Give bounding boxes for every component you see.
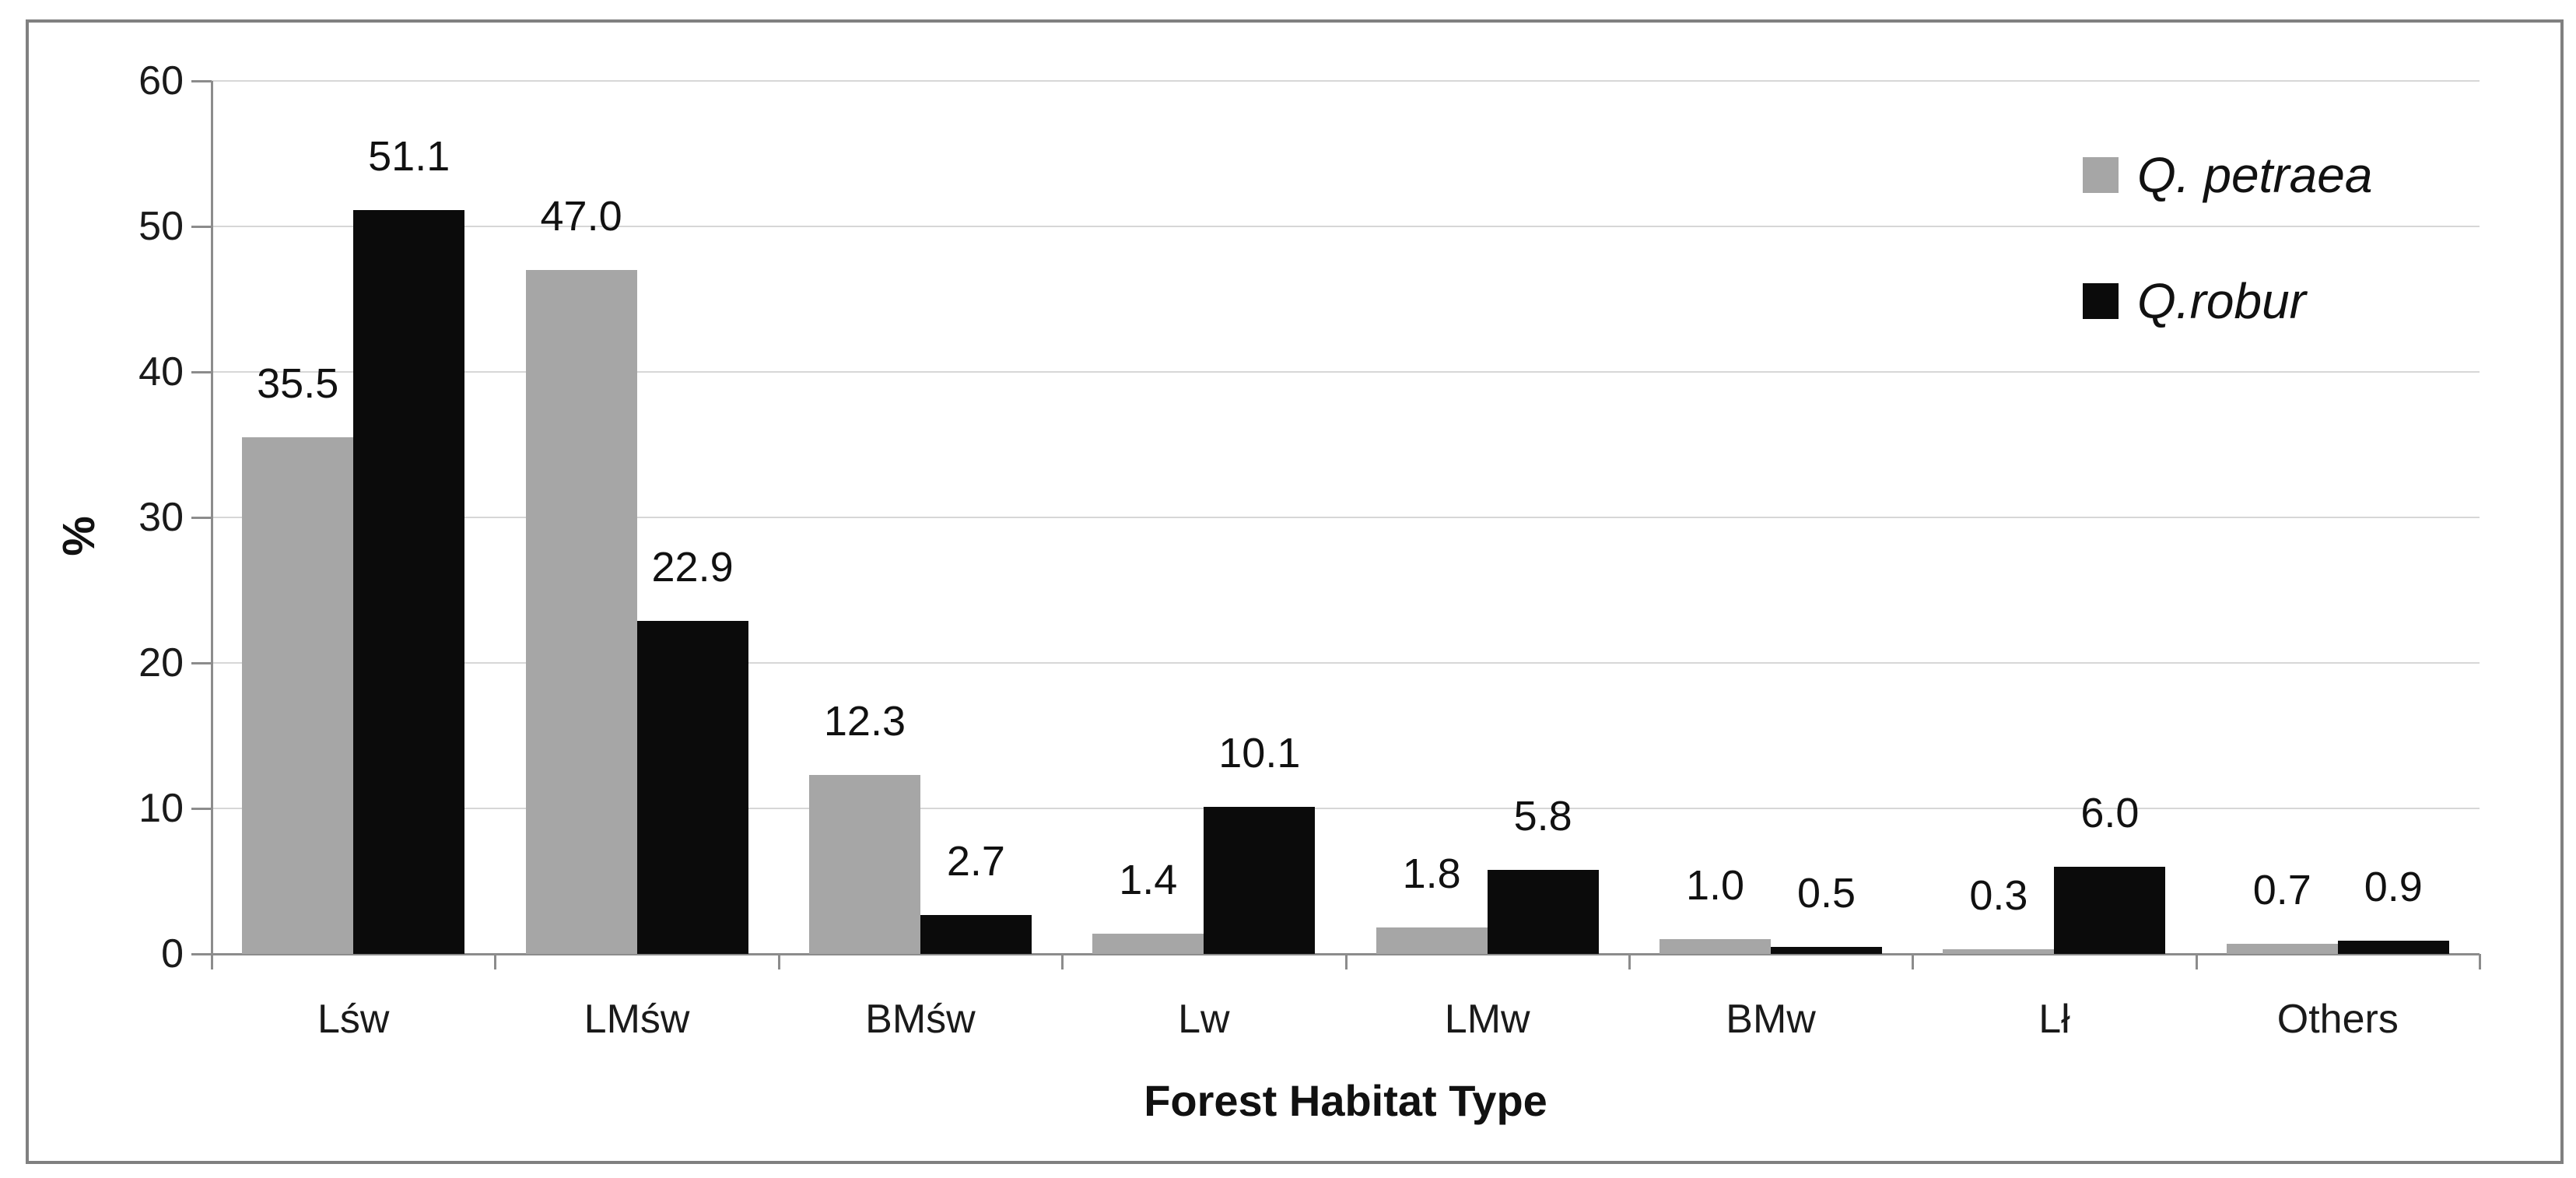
x-axis-tick-2 — [777, 954, 780, 969]
x-axis-tick-3 — [1061, 954, 1064, 969]
gridline-40 — [212, 371, 2480, 373]
bar-value-label-1-0: 47.0 — [540, 193, 622, 240]
x-category-label-7: Others — [2276, 997, 2399, 1042]
x-category-label-4: LMw — [1444, 997, 1530, 1042]
x-axis-tick-1 — [494, 954, 497, 969]
bar-value-label-0-0: 35.5 — [257, 360, 339, 408]
legend-row-robur: Q.robur — [2083, 273, 2372, 329]
y-axis-tick-60 — [191, 80, 212, 82]
bar-value-label-0-1: 51.1 — [368, 133, 450, 181]
y-axis-tick-label-20: 20 — [138, 640, 184, 685]
bar-qrobur-1 — [636, 620, 748, 954]
legend: Q. petraea Q.robur — [2083, 147, 2373, 403]
bar-value-label-5-1: 0.5 — [1797, 869, 1856, 917]
bar-qrobur-5 — [1771, 946, 1883, 954]
bar-qrobur-4 — [1487, 869, 1599, 954]
x-category-label-1: LMśw — [584, 997, 690, 1042]
x-axis-tick-7 — [2195, 954, 2198, 969]
bar-qpetraea-6 — [1943, 949, 2055, 954]
legend-swatch-petraea — [2083, 157, 2119, 193]
bar-value-label-4-1: 5.8 — [1513, 792, 1572, 840]
bar-qpetraea-1 — [525, 270, 637, 954]
bar-value-label-3-1: 10.1 — [1218, 730, 1301, 777]
bar-value-label-7-1: 0.9 — [2364, 864, 2423, 911]
bar-value-label-7-0: 0.7 — [2252, 866, 2311, 913]
gridline-50 — [212, 226, 2480, 227]
y-axis-tick-20 — [191, 662, 212, 664]
bar-value-label-1-1: 22.9 — [651, 543, 734, 591]
bar-qpetraea-2 — [808, 774, 920, 954]
chart-frame: % Forest Habitat Type Q. petraea Q.robur… — [26, 19, 2564, 1164]
gridline-10 — [212, 808, 2480, 809]
bar-qpetraea-3 — [1092, 933, 1204, 954]
x-axis-tick-6 — [1912, 954, 1915, 969]
x-category-label-2: BMśw — [865, 997, 976, 1042]
legend-row-petraea: Q. petraea — [2083, 147, 2373, 203]
y-axis-tick-40 — [191, 371, 212, 373]
bar-value-label-5-0: 1.0 — [1686, 862, 1745, 910]
x-axis-tick-4 — [1344, 954, 1348, 969]
bar-qrobur-2 — [920, 914, 1032, 954]
x-category-label-3: Lw — [1178, 997, 1230, 1042]
x-category-label-5: BMw — [1726, 997, 1816, 1042]
bar-qrobur-7 — [2337, 941, 2449, 954]
x-axis-tick-5 — [1628, 954, 1631, 969]
x-axis-title: Forest Habitat Type — [1144, 1076, 1547, 1125]
x-axis-tick-8 — [2479, 954, 2481, 969]
gridline-20 — [212, 662, 2480, 664]
y-axis-tick-0 — [191, 953, 212, 955]
bar-qrobur-6 — [2054, 866, 2166, 954]
bar-qrobur-3 — [1204, 807, 1316, 954]
y-axis-tick-label-40: 40 — [138, 349, 184, 394]
bar-qpetraea-7 — [2226, 943, 2338, 954]
bar-value-label-2-0: 12.3 — [823, 697, 906, 745]
bar-value-label-3-0: 1.4 — [1119, 856, 1178, 903]
bar-value-label-2-1: 2.7 — [946, 837, 1005, 885]
y-axis-tick-50 — [191, 226, 212, 228]
legend-label-robur: Q.robur — [2137, 273, 2306, 329]
bar-value-label-4-0: 1.8 — [1402, 850, 1461, 898]
x-category-label-6: Lł — [2038, 997, 2070, 1042]
y-axis-tick-10 — [191, 808, 212, 810]
y-axis-tick-label-60: 60 — [138, 58, 184, 103]
gridline-30 — [212, 517, 2480, 518]
x-category-label-0: Lśw — [317, 997, 390, 1042]
y-axis-tick-label-10: 10 — [138, 786, 184, 831]
bar-qpetraea-4 — [1376, 927, 1488, 954]
bar-qpetraea-0 — [242, 437, 354, 954]
bar-value-label-6-1: 6.0 — [2080, 789, 2140, 836]
y-axis-tick-label-30: 30 — [138, 495, 184, 540]
y-axis-tick-30 — [191, 517, 212, 519]
bar-value-label-6-0: 0.3 — [1969, 872, 2028, 920]
y-axis-line — [211, 81, 213, 954]
y-axis-tick-label-0: 0 — [161, 931, 184, 976]
bar-qrobur-0 — [353, 210, 465, 954]
bar-qpetraea-5 — [1660, 939, 1772, 954]
y-axis-tick-label-50: 50 — [138, 204, 184, 249]
legend-label-petraea: Q. petraea — [2137, 147, 2373, 203]
gridline-60 — [212, 80, 2480, 82]
legend-swatch-robur — [2083, 283, 2119, 319]
x-axis-tick-0 — [211, 954, 213, 969]
